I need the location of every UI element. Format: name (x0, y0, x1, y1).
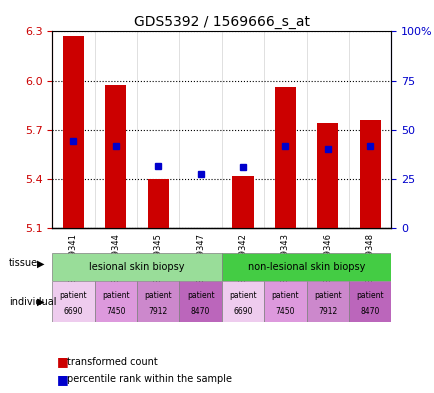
Bar (316, 123, 338, 228)
FancyBboxPatch shape (52, 253, 221, 281)
Text: percentile rank within the sample: percentile rank within the sample (67, 374, 232, 384)
Text: ▶: ▶ (37, 258, 44, 268)
Text: non-lesional skin biopsy: non-lesional skin biopsy (247, 262, 365, 272)
FancyBboxPatch shape (52, 281, 95, 322)
Text: 8470: 8470 (360, 307, 379, 316)
Text: transformed count: transformed count (67, 356, 158, 367)
Text: 8470: 8470 (191, 307, 210, 316)
Text: patient: patient (355, 291, 383, 300)
FancyBboxPatch shape (348, 281, 391, 322)
FancyBboxPatch shape (306, 281, 348, 322)
FancyBboxPatch shape (179, 281, 221, 322)
Text: lesional skin biopsy: lesional skin biopsy (89, 262, 184, 272)
Text: patient: patient (186, 291, 214, 300)
Text: 6690: 6690 (233, 307, 252, 316)
Text: 7450: 7450 (106, 307, 125, 316)
Title: GDS5392 / 1569666_s_at: GDS5392 / 1569666_s_at (134, 15, 309, 29)
Bar (359, 120, 380, 228)
Text: patient: patient (229, 291, 256, 300)
Bar (147, 179, 168, 228)
FancyBboxPatch shape (137, 281, 179, 322)
Text: patient: patient (102, 291, 129, 300)
Text: tissue: tissue (9, 258, 38, 268)
Text: patient: patient (59, 291, 87, 300)
FancyBboxPatch shape (95, 281, 137, 322)
Text: individual: individual (9, 297, 56, 307)
FancyBboxPatch shape (221, 253, 391, 281)
Text: 7912: 7912 (148, 307, 168, 316)
FancyBboxPatch shape (263, 281, 306, 322)
Bar (62, 37, 84, 228)
Text: ■: ■ (56, 373, 68, 386)
Text: ■: ■ (56, 355, 68, 368)
Text: 7912: 7912 (318, 307, 337, 316)
Text: 6690: 6690 (63, 307, 83, 316)
Bar (105, 85, 126, 228)
FancyBboxPatch shape (221, 281, 263, 322)
Text: patient: patient (313, 291, 341, 300)
Text: patient: patient (271, 291, 299, 300)
Text: patient: patient (144, 291, 172, 300)
Text: ▶: ▶ (37, 297, 44, 307)
Bar (232, 176, 253, 228)
Bar (274, 87, 296, 228)
Text: 7450: 7450 (275, 307, 295, 316)
